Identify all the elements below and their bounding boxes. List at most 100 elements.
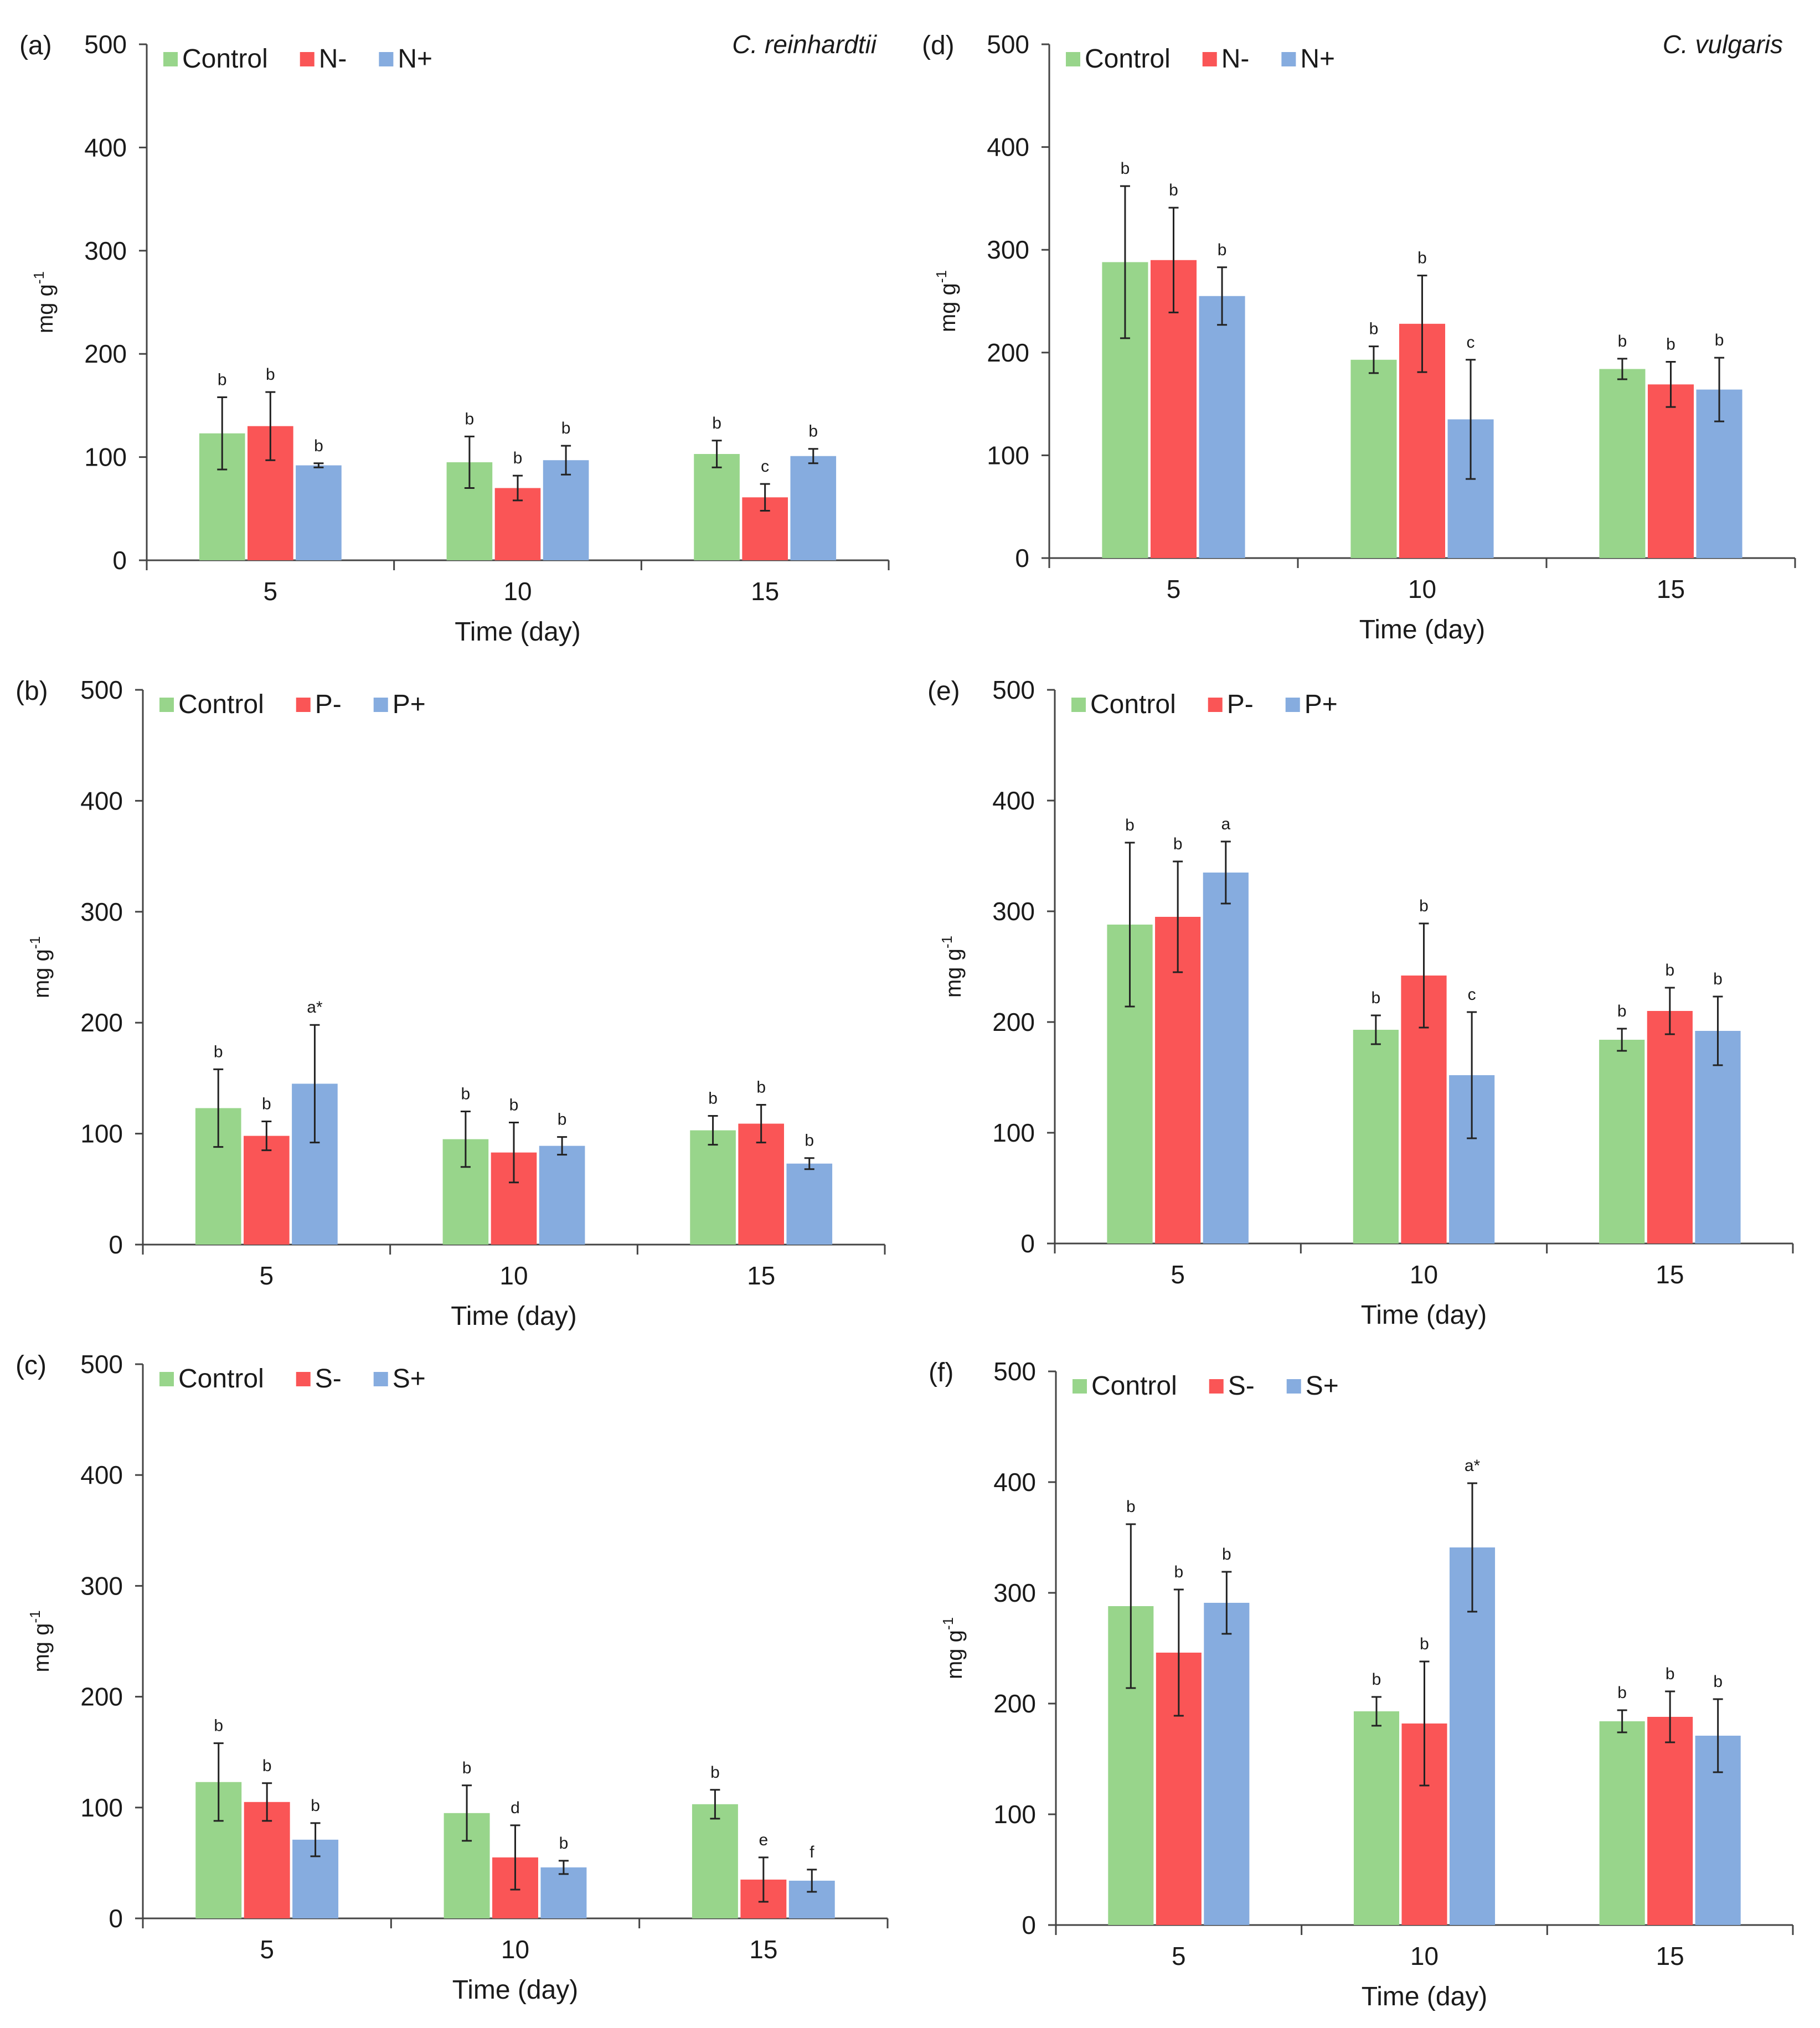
significance-letter: b xyxy=(461,1085,471,1103)
y-tick-label: 300 xyxy=(80,897,123,926)
significance-letter: b xyxy=(1126,1498,1136,1516)
bar xyxy=(1204,1603,1250,1925)
significance-letter: b xyxy=(558,1111,567,1129)
significance-letter: a* xyxy=(1465,1457,1481,1475)
legend-label: Control xyxy=(178,1364,264,1394)
x-tick-label: 5 xyxy=(264,577,278,606)
y-tick-label: 100 xyxy=(992,1118,1035,1147)
legend-swatch xyxy=(159,1372,174,1386)
y-tick-label: 300 xyxy=(987,235,1029,264)
bar xyxy=(1647,1011,1693,1243)
x-axis-title: Time (day) xyxy=(1362,1982,1488,2011)
y-tick-label: 300 xyxy=(84,236,127,265)
significance-letter: b xyxy=(1715,331,1724,349)
y-tick-label: 0 xyxy=(1020,1229,1035,1258)
bar xyxy=(1647,1717,1693,1925)
x-axis-title: Time (day) xyxy=(1359,615,1486,644)
legend-label: S+ xyxy=(393,1364,426,1394)
legend-swatch xyxy=(296,698,311,712)
significance-letter: b xyxy=(214,1717,223,1735)
x-tick-label: 5 xyxy=(1171,1260,1185,1289)
x-tick-label: 5 xyxy=(260,1935,274,1964)
significance-letter: b xyxy=(559,1834,569,1852)
legend-swatch xyxy=(373,698,388,712)
significance-letter: b xyxy=(1173,835,1183,853)
species-label: C. reinhardtii xyxy=(732,30,878,59)
significance-letter: c xyxy=(1467,333,1475,352)
significance-letter: b xyxy=(513,449,523,467)
x-tick-label: 5 xyxy=(1172,1942,1186,1970)
x-tick-label: 10 xyxy=(1410,1942,1439,1970)
legend-label: Control xyxy=(182,44,268,74)
legend-swatch xyxy=(1071,698,1086,712)
legend-swatch xyxy=(1285,698,1300,712)
legend-swatch xyxy=(1286,1379,1301,1394)
legend-swatch xyxy=(163,52,178,66)
significance-letter: b xyxy=(708,1090,718,1108)
legend-swatch xyxy=(300,52,314,66)
significance-letter: b xyxy=(805,1132,814,1150)
legend-label: S- xyxy=(1228,1371,1255,1401)
significance-letter: b xyxy=(1372,1670,1381,1689)
x-tick-label: 15 xyxy=(751,577,779,606)
bar xyxy=(244,1136,290,1245)
significance-letter: b xyxy=(266,365,275,384)
significance-letter: b xyxy=(462,1759,472,1777)
bar xyxy=(1203,873,1249,1243)
y-axis-title: mg g-1 xyxy=(933,270,960,332)
legend-swatch xyxy=(373,1372,388,1386)
significance-letter: b xyxy=(1713,1673,1723,1691)
legend-label: P+ xyxy=(393,690,426,719)
significance-letter: b xyxy=(712,414,721,432)
significance-letter: b xyxy=(1666,1665,1675,1683)
bar xyxy=(1599,369,1646,558)
legend-label: P- xyxy=(1227,690,1254,719)
y-tick-label: 300 xyxy=(993,1578,1036,1607)
legend-swatch xyxy=(1281,52,1296,66)
significance-letter: c xyxy=(761,457,769,476)
significance-letter: b xyxy=(1222,1545,1231,1563)
bar xyxy=(1599,1040,1645,1243)
legend-label: N+ xyxy=(398,44,432,74)
significance-letter: b xyxy=(1419,897,1429,915)
bar xyxy=(790,456,837,560)
bar xyxy=(1353,1030,1399,1243)
y-tick-label: 200 xyxy=(993,1689,1036,1718)
significance-letter: b xyxy=(314,437,323,455)
significance-letter: b xyxy=(1372,989,1381,1007)
y-tick-label: 500 xyxy=(80,675,123,704)
x-tick-label: 10 xyxy=(503,577,532,606)
x-tick-label: 5 xyxy=(260,1261,274,1290)
legend-swatch xyxy=(1066,52,1080,66)
bar xyxy=(1353,1711,1400,1925)
significance-letter: a* xyxy=(307,998,323,1016)
y-tick-label: 200 xyxy=(84,339,127,368)
bar xyxy=(539,1145,585,1245)
x-axis-title: Time (day) xyxy=(451,1302,577,1331)
significance-letter: a xyxy=(1221,815,1230,833)
legend-label: P+ xyxy=(1305,690,1338,719)
panel-label: (e) xyxy=(927,677,960,706)
y-tick-label: 0 xyxy=(109,1230,123,1259)
x-tick-label: 15 xyxy=(1656,1942,1684,1970)
chart-panel-2: 0 100 200 300 400 500 5 10 15 Time (day) mg g-1 (b)… xyxy=(16,675,886,1331)
significance-letter: b xyxy=(1666,336,1675,354)
y-tick-label: 400 xyxy=(992,786,1035,815)
species-label: C. vulgaris xyxy=(1663,30,1783,59)
significance-letter: b xyxy=(808,422,818,441)
legend-label: Control xyxy=(178,690,264,719)
significance-letter: b xyxy=(1617,1684,1627,1702)
legend-swatch xyxy=(1209,1379,1224,1394)
legend-swatch xyxy=(1073,1379,1087,1394)
chart-panel-5: 0 100 200 300 400 500 5 10 15 Time (day) mg g-1 (e)… xyxy=(927,675,1794,1330)
legend-swatch xyxy=(379,52,394,66)
y-tick-label: 300 xyxy=(80,1571,123,1600)
significance-letter: e xyxy=(759,1831,768,1849)
significance-letter: b xyxy=(509,1096,519,1114)
significance-letter: b xyxy=(311,1797,320,1815)
bar xyxy=(738,1123,784,1245)
legend-label: P- xyxy=(315,690,342,719)
legend-label: Control xyxy=(1085,44,1171,74)
y-axis-title: mg g-1 xyxy=(940,1617,967,1679)
